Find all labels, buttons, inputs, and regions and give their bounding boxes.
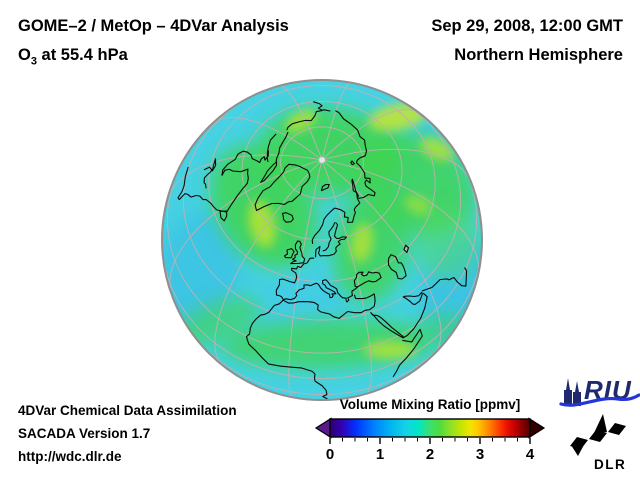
- colorbar-tick-label: 0: [325, 446, 335, 463]
- credit-line2: SACADA Version 1.7: [18, 426, 151, 441]
- colorbar-tick-label: 4: [525, 446, 535, 463]
- ozone-field: [162, 80, 482, 400]
- ozone-blob: [248, 200, 276, 248]
- dlr-swoosh-icon: [571, 441, 586, 456]
- ozone-blob: [364, 341, 416, 359]
- ozone-blob: [413, 207, 481, 279]
- colorbar-right-arrow: [528, 417, 546, 439]
- colorbar-tick-label: 2: [425, 446, 435, 463]
- title-line1: GOME–2 / MetOp – 4DVar Analysis: [18, 17, 289, 35]
- globe-rim: [161, 79, 483, 401]
- coastlines: [177, 101, 468, 400]
- colorbar-title: Volume Mixing Ratio [ppmv]: [339, 397, 521, 412]
- dlr-swoosh-icon: [589, 430, 607, 442]
- north-pole-dot: [318, 156, 326, 164]
- graticule: [162, 80, 482, 398]
- dlr-logo: DLR: [570, 414, 626, 472]
- credit-url: http://wdc.dlr.de: [18, 449, 122, 464]
- dlr-swoosh-icon: [594, 414, 607, 433]
- ozone-blob: [420, 137, 454, 161]
- colorbar-gradient: [329, 418, 531, 438]
- plot-datetime-block: Sep 29, 2008, 12:00 GMT Northern Hemisph…: [431, 12, 623, 70]
- hemisphere-label: Northern Hemisphere: [454, 46, 623, 64]
- riu-wave-icon: [559, 393, 640, 407]
- colorbar-tick-label: 3: [475, 446, 485, 463]
- date-label: Sep 29, 2008, 12:00 GMT: [431, 17, 623, 35]
- riu-cathedral-icon: [573, 381, 581, 406]
- credit-line1: 4DVar Chemical Data Assimilation: [18, 403, 237, 418]
- species-subscript: 3: [30, 55, 37, 68]
- ozone-blob: [404, 195, 432, 215]
- colorbar-left-arrow: [314, 417, 332, 439]
- title-line2: O3 at 55.4 hPa: [18, 41, 289, 76]
- dlr-logo-text: DLR: [594, 457, 626, 472]
- plot-title: GOME–2 / MetOp – 4DVar Analysis O3 at 55…: [18, 12, 289, 76]
- riu-logo: RIU: [559, 375, 640, 407]
- dlr-swoosh-icon: [608, 423, 626, 435]
- level-label: at 55.4 hPa: [36, 46, 128, 64]
- colorbar-tick-label: 1: [375, 446, 385, 463]
- credits-block: 4DVar Chemical Data Assimilation SACADA …: [18, 399, 237, 468]
- riu-cathedral-icon: [564, 378, 572, 406]
- species-symbol: O: [18, 46, 31, 64]
